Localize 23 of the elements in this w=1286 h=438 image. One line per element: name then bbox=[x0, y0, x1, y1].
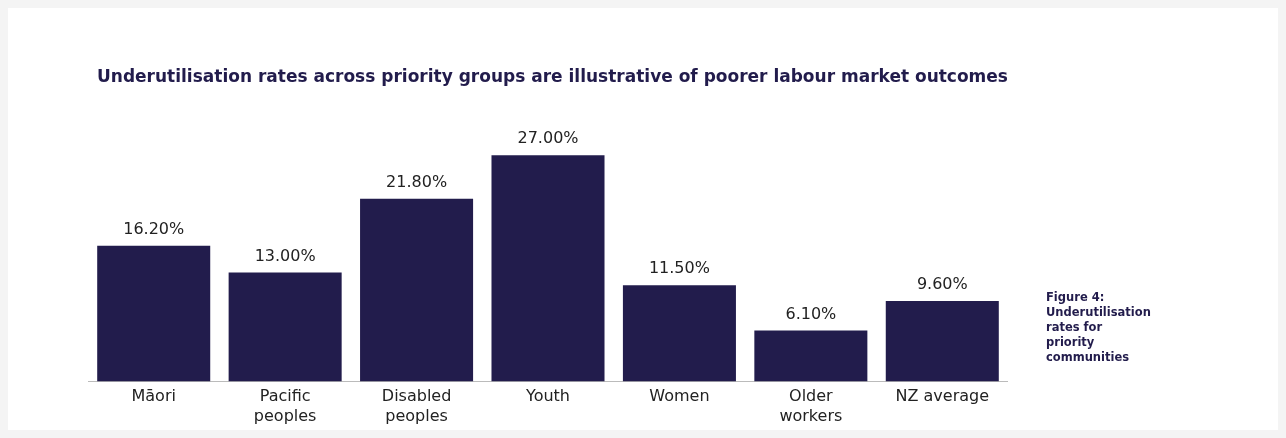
x-tick-label: Youth bbox=[525, 386, 570, 406]
bar bbox=[491, 155, 605, 382]
x-tick-label: NZ average bbox=[895, 386, 990, 406]
x-tick-label: Older workers bbox=[779, 386, 843, 425]
chart-title: Underutilisation rates across priority groups are illustrative of poorer labour market outcomes bbox=[97, 66, 1008, 86]
bar bbox=[228, 272, 342, 382]
bar bbox=[885, 301, 999, 382]
data-label: 16.20% bbox=[123, 218, 185, 238]
data-label: 21.80% bbox=[386, 171, 448, 191]
bar bbox=[97, 245, 211, 382]
x-tick-label: Disabled peoples bbox=[381, 386, 452, 425]
bar bbox=[622, 285, 736, 382]
caption: Figure 4: Underutilisation rates for priority communities bbox=[1046, 290, 1151, 365]
bar bbox=[754, 330, 868, 382]
x-tick-label: Pacific peoples bbox=[253, 386, 317, 425]
bar bbox=[360, 198, 474, 382]
data-label: 13.00% bbox=[254, 245, 316, 265]
x-tick-label: Māori bbox=[131, 386, 176, 406]
data-label: 6.10% bbox=[785, 303, 837, 323]
data-label: 9.60% bbox=[916, 274, 968, 294]
data-label: 11.50% bbox=[648, 258, 710, 278]
data-label: 27.00% bbox=[517, 128, 579, 148]
x-tick-label: Women bbox=[649, 386, 710, 406]
